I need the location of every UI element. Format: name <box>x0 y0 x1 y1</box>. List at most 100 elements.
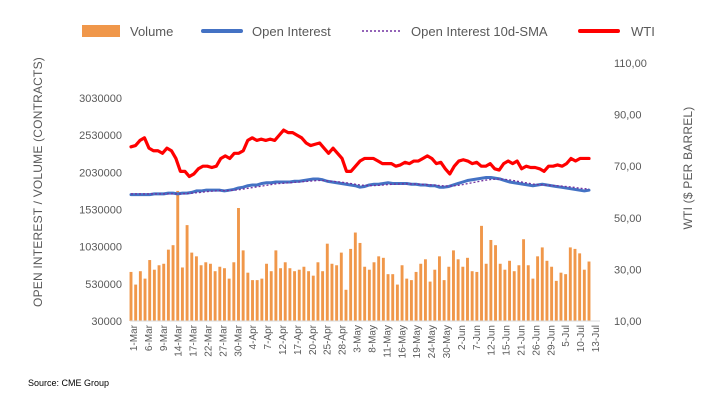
x-tick-label: 11-May <box>382 325 393 358</box>
volume-bar <box>433 269 437 321</box>
volume-bar <box>484 263 488 321</box>
volume-bar <box>423 259 427 321</box>
series-lines <box>129 128 591 197</box>
volume-bar <box>180 267 184 321</box>
x-tick-label: 30-May <box>442 325 453 358</box>
x-tick-label: 30-Mar <box>233 324 244 356</box>
volume-bar <box>526 265 530 321</box>
volume-bar <box>194 256 198 321</box>
x-tick-label: 12-Jun <box>487 325 498 356</box>
volume-bar <box>143 278 147 321</box>
volume-bar <box>452 250 455 321</box>
volume-bar <box>321 271 325 321</box>
volume-bar <box>428 281 432 321</box>
volume-bar <box>438 256 441 321</box>
open-interest-line <box>129 176 591 197</box>
x-tick-label: 1-Mar <box>129 324 140 351</box>
volume-bar <box>470 271 474 321</box>
volume-bar <box>176 190 180 321</box>
left-tick-label: 530000 <box>85 279 122 291</box>
volume-bar <box>288 268 292 321</box>
volume-bar <box>302 266 306 321</box>
volume-bar <box>157 265 161 321</box>
volume-bar <box>405 278 409 321</box>
volume-bar <box>190 252 194 321</box>
volume-bar <box>582 269 586 321</box>
volume-bar <box>232 262 236 321</box>
volume-bar <box>246 272 250 321</box>
volume-bar <box>353 232 357 321</box>
volume-bars <box>129 190 591 321</box>
volume-bar <box>466 257 469 321</box>
x-tick-label: 10-Jul <box>576 325 587 352</box>
volume-bar <box>564 274 568 321</box>
left-tick-label: 2030000 <box>79 167 122 179</box>
x-tick-label: 20-Apr <box>308 324 319 355</box>
volume-bar <box>559 272 563 321</box>
volume-bar <box>531 278 535 321</box>
x-tick-label: 5-Jul <box>561 325 572 347</box>
volume-bar <box>325 243 329 321</box>
volume-bar <box>381 257 385 321</box>
right-axis-ticks: 10,00 30,00 50,00 70,00 90,00 110,00 <box>614 58 647 328</box>
x-tick-label: 25-Apr <box>323 324 334 355</box>
volume-bar <box>307 271 311 321</box>
x-tick-label: 15-Jun <box>502 325 513 356</box>
volume-bar <box>148 260 152 321</box>
right-tick-label: 30,00 <box>614 264 642 276</box>
legend: Volume Open Interest Open Interest 10d-S… <box>82 24 655 39</box>
volume-bar <box>573 248 577 321</box>
volume-bar <box>517 265 521 321</box>
volume-bar <box>442 280 446 321</box>
wti-line <box>129 128 591 179</box>
volume-bar <box>293 271 297 321</box>
volume-bar <box>129 271 133 321</box>
volume-bar <box>545 260 549 321</box>
volume-bar <box>162 263 166 321</box>
x-tick-label: 6-Mar <box>144 324 155 351</box>
volume-bar <box>274 250 278 321</box>
volume-bar <box>414 271 418 321</box>
volume-bar <box>512 271 516 321</box>
volume-bar <box>260 278 264 321</box>
right-tick-label: 50,00 <box>614 213 642 225</box>
x-tick-label: 7-Jun <box>472 325 483 350</box>
right-axis-title: WTI ($ PER BARREL) <box>681 107 695 230</box>
volume-bar <box>578 253 582 321</box>
x-tick-label: 22-Mar <box>204 324 215 356</box>
x-tick-label: 16-May <box>397 325 408 358</box>
left-tick-label: 3030000 <box>79 93 122 105</box>
volume-bar <box>227 278 231 321</box>
volume-bar <box>138 271 142 321</box>
volume-bar <box>269 271 273 321</box>
volume-bar <box>283 262 287 321</box>
x-tick-label: 12-Apr <box>278 324 289 355</box>
volume-bar <box>358 242 362 321</box>
volume-bar <box>391 274 395 321</box>
right-tick-label: 10,00 <box>614 316 642 328</box>
right-tick-label: 90,00 <box>614 110 642 122</box>
left-tick-label: 30000 <box>91 316 122 328</box>
volume-bar <box>199 265 203 321</box>
volume-bar <box>166 249 170 321</box>
x-tick-label: 17-Mar <box>189 324 200 356</box>
x-tick-label: 9-Mar <box>159 324 170 351</box>
source-note: Source: CME Group <box>28 378 109 388</box>
left-tick-label: 2530000 <box>79 130 122 142</box>
volume-bar <box>395 284 399 321</box>
left-axis-title: OPEN INTEREST / VOLUME (CONTRACTS) <box>31 57 45 307</box>
volume-bar <box>540 247 544 321</box>
left-tick-label: 1530000 <box>79 205 122 217</box>
volume-bar <box>400 265 404 321</box>
volume-bar <box>237 208 240 321</box>
volume-bar <box>456 259 460 321</box>
volume-bar <box>461 266 465 321</box>
right-tick-label: 110,00 <box>614 58 647 70</box>
x-tick-label: 17-Apr <box>293 324 304 355</box>
volume-bar <box>377 256 381 321</box>
volume-bar <box>494 245 497 321</box>
volume-bar <box>363 266 367 321</box>
volume-bar <box>204 262 208 321</box>
volume-bar <box>316 262 320 321</box>
x-tick-label: 7-Apr <box>263 324 274 349</box>
